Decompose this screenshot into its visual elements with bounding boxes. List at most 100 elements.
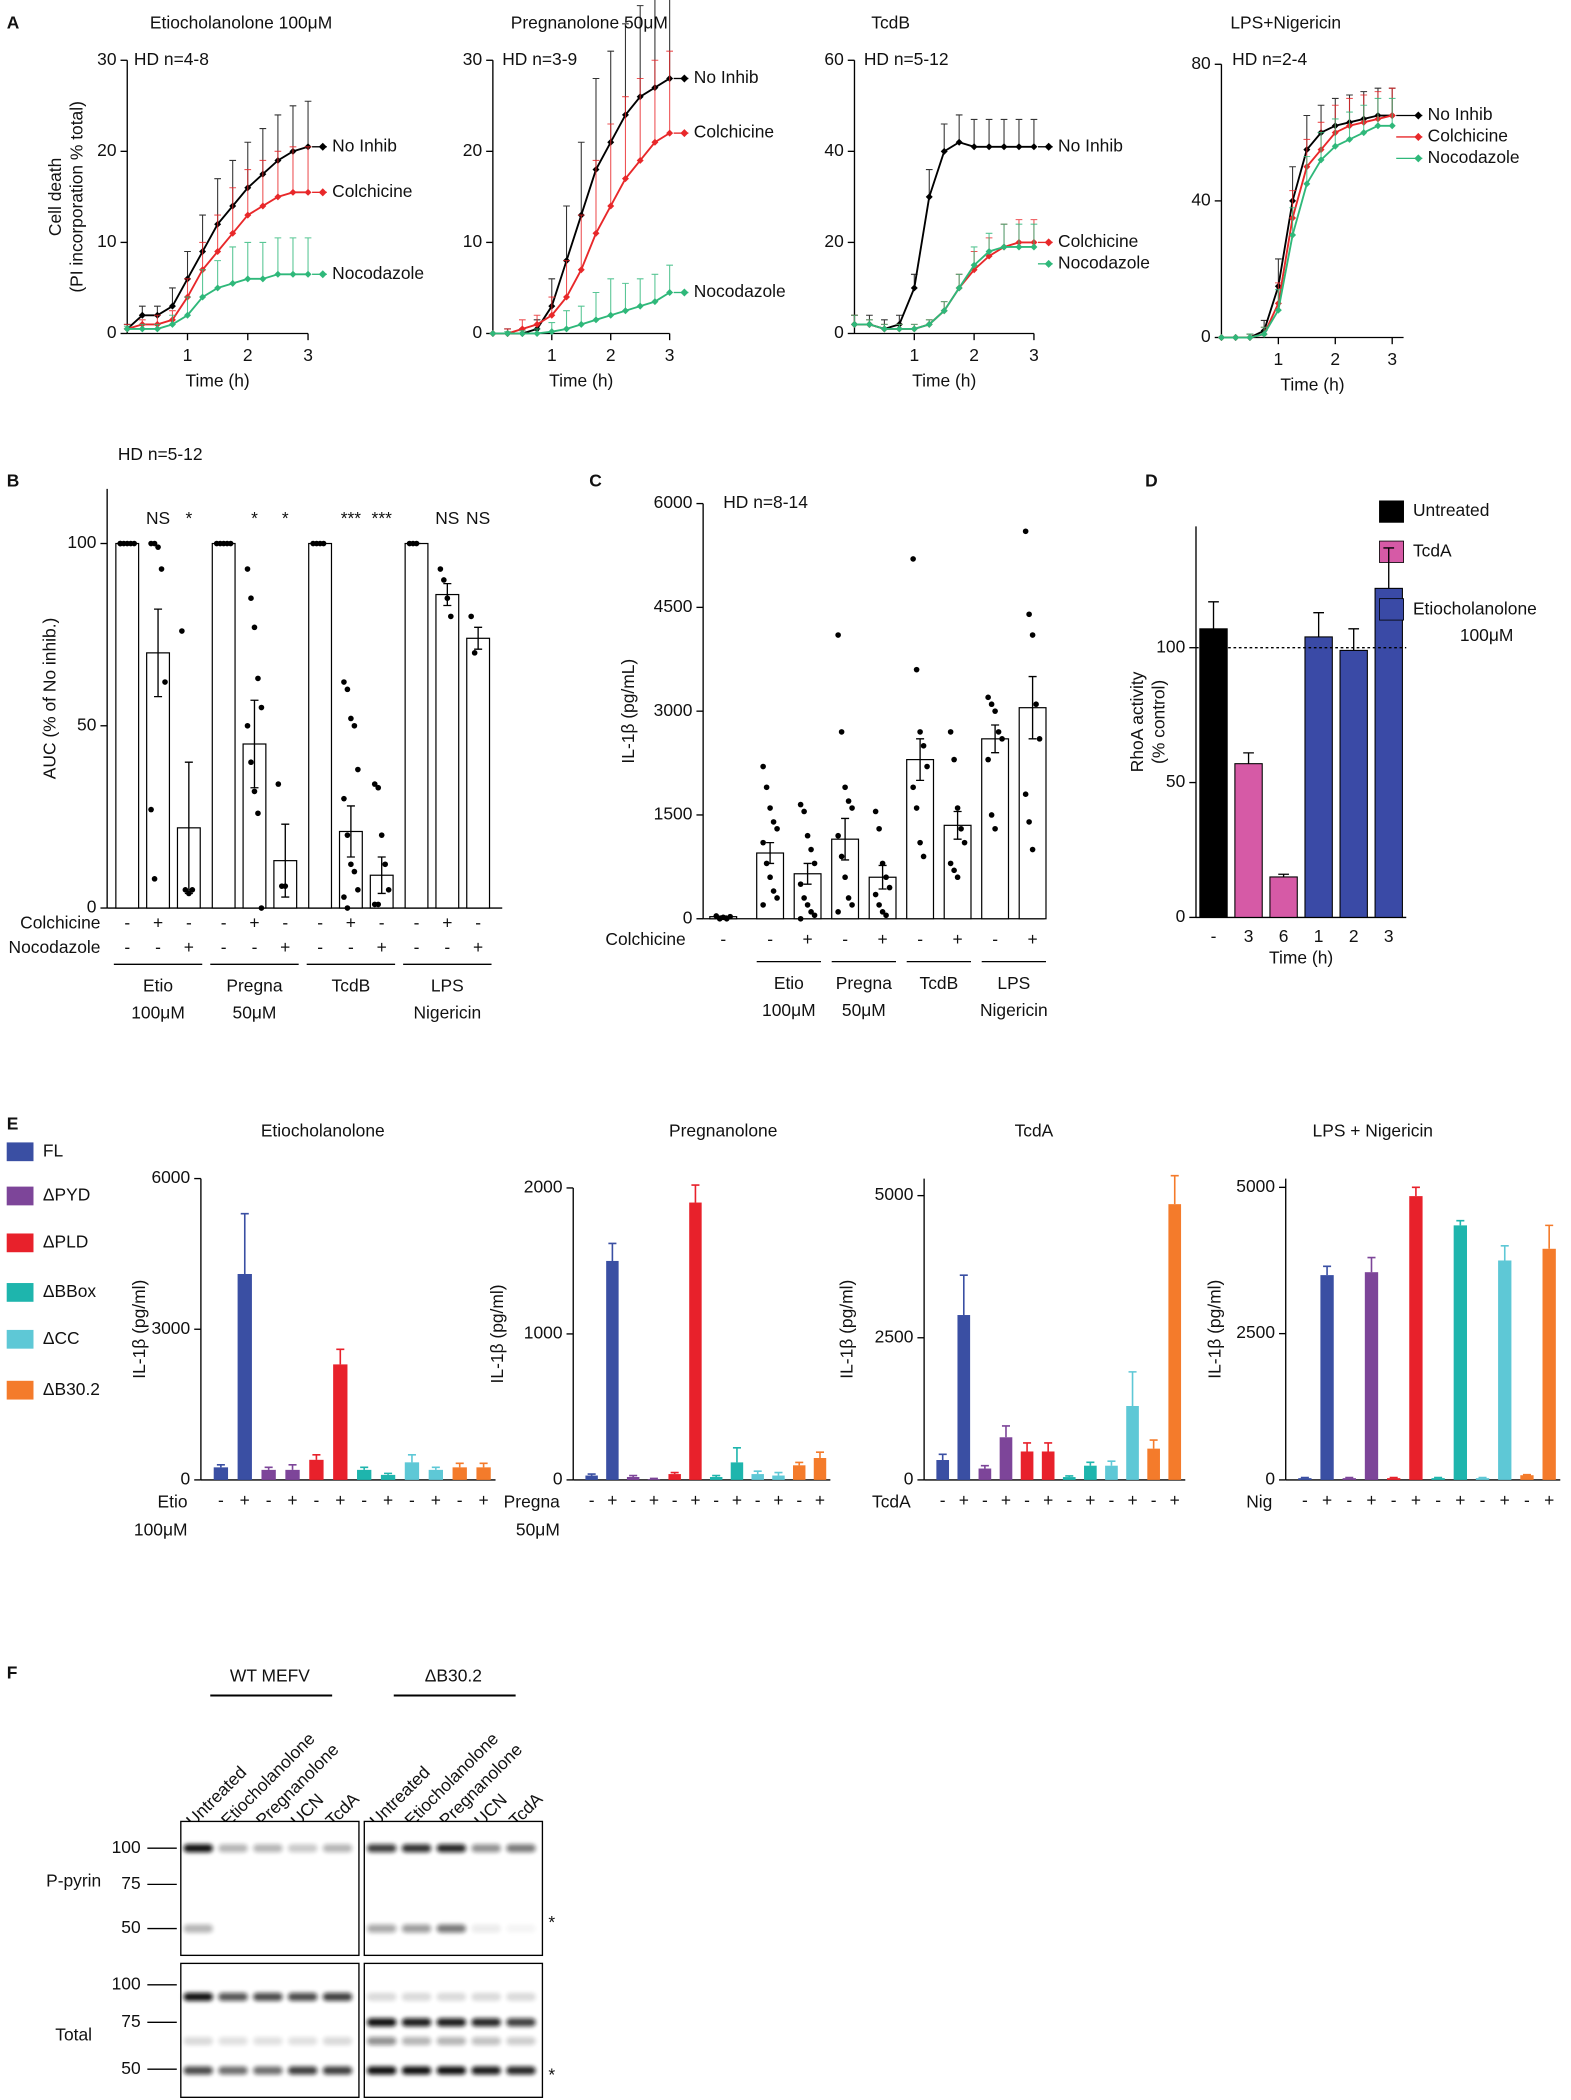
point — [289, 188, 297, 196]
x-tick-label: - — [1346, 1490, 1352, 1510]
panel-letter: C — [589, 471, 602, 491]
data-point — [275, 781, 282, 787]
x-tick-label: + — [1127, 1490, 1137, 1510]
point — [1000, 143, 1008, 151]
row-label: Nocodazole — [9, 937, 101, 957]
x-tick-label: + — [479, 1490, 489, 1510]
point — [621, 175, 629, 183]
data-point — [883, 912, 889, 919]
legend-swatch — [1379, 598, 1404, 621]
row-value: - — [221, 913, 227, 933]
x-tick-label: - — [1435, 1490, 1441, 1510]
error-bar — [184, 250, 191, 279]
bar — [792, 1465, 806, 1480]
legend-label: Colchicine — [1058, 231, 1138, 251]
blot-band — [506, 1992, 536, 2001]
error-bar — [1389, 1476, 1398, 1479]
y-tick-label: 40 — [824, 140, 843, 160]
data-point — [182, 886, 189, 893]
data-point — [961, 839, 968, 846]
error-bar — [244, 241, 252, 279]
significance-label: *** — [341, 508, 362, 528]
error-bar — [970, 118, 978, 147]
data-point — [162, 679, 168, 685]
error-bar — [214, 260, 221, 288]
data-point — [760, 763, 766, 770]
error-bar — [199, 241, 206, 270]
bar — [772, 1475, 785, 1480]
y-tick-label: 0 — [1176, 906, 1186, 926]
error-bar — [1278, 873, 1289, 877]
error-bar — [407, 1453, 416, 1463]
data-point — [444, 595, 451, 602]
blot-group-label: ΔB30.2 — [425, 1665, 482, 1685]
bar — [1475, 1478, 1490, 1480]
point — [1000, 243, 1008, 251]
error-bar — [259, 159, 267, 206]
chart-title: Pregnanolone 50μM — [511, 13, 668, 33]
error-bar — [577, 214, 585, 270]
group-label: 100μM — [762, 1000, 816, 1020]
group-label: 50μM — [233, 1002, 277, 1022]
point — [184, 311, 191, 319]
bar — [1269, 876, 1298, 918]
data-point — [995, 729, 1002, 735]
y-tick-label: 0 — [472, 322, 482, 342]
y-tick-label: 0 — [904, 1469, 914, 1489]
x-tick-label: - — [1024, 1490, 1030, 1510]
y-tick-label: 40 — [1191, 189, 1210, 209]
error-bar — [959, 1274, 968, 1316]
bar — [999, 1437, 1013, 1480]
error-bar — [1149, 1439, 1158, 1449]
data-point — [770, 888, 777, 894]
error-bar — [1289, 207, 1296, 236]
error-bar — [274, 237, 282, 275]
blot-band — [253, 1844, 283, 1853]
data-point — [251, 624, 258, 631]
row-value: - — [252, 937, 258, 957]
blot-band — [436, 2018, 467, 2027]
error-bar — [925, 169, 933, 197]
bar — [452, 1467, 467, 1480]
point — [1246, 334, 1254, 341]
y-axis-label: (PI incorporation % total) — [66, 101, 86, 293]
x-tick-label: - — [982, 1490, 988, 1510]
blot-band — [287, 2037, 318, 2046]
data-point — [876, 825, 882, 832]
blot-band — [253, 2066, 283, 2075]
chart-title: LPS + Nigericin — [1313, 1120, 1433, 1140]
y-tick-label: 20 — [463, 140, 482, 160]
data-point — [763, 860, 770, 867]
row-value: - — [221, 937, 227, 957]
blot-band — [253, 1992, 283, 2001]
error-bar — [443, 582, 452, 607]
blot-frame — [363, 1962, 544, 2098]
y-axis-label: (% control) — [1148, 680, 1168, 764]
point — [607, 202, 615, 210]
data-point — [767, 874, 773, 881]
x-tick-label: + — [287, 1490, 297, 1510]
x-tick-label: 3 — [1029, 345, 1039, 365]
point — [1015, 243, 1023, 251]
x-tick-label: - — [755, 1490, 761, 1510]
bar — [1339, 649, 1368, 918]
point — [651, 298, 659, 306]
blot-band — [401, 1924, 432, 1933]
blot-band — [366, 1992, 397, 2001]
blot-band — [506, 1844, 536, 1853]
x-tick-label: - — [218, 1490, 224, 1510]
row-value: - — [444, 937, 450, 957]
row-value: - — [917, 929, 923, 949]
legend-label: ΔPYD — [43, 1185, 90, 1205]
significance-label: *** — [372, 508, 393, 528]
point — [666, 129, 674, 137]
legend-swatch — [6, 1233, 34, 1253]
data-point — [801, 808, 807, 815]
row-value: - — [379, 913, 385, 933]
y-tick-label: 10 — [463, 231, 482, 251]
data-point — [341, 795, 347, 802]
data-point — [244, 722, 251, 729]
row-value: - — [124, 937, 130, 957]
blot-band — [471, 1924, 501, 1933]
